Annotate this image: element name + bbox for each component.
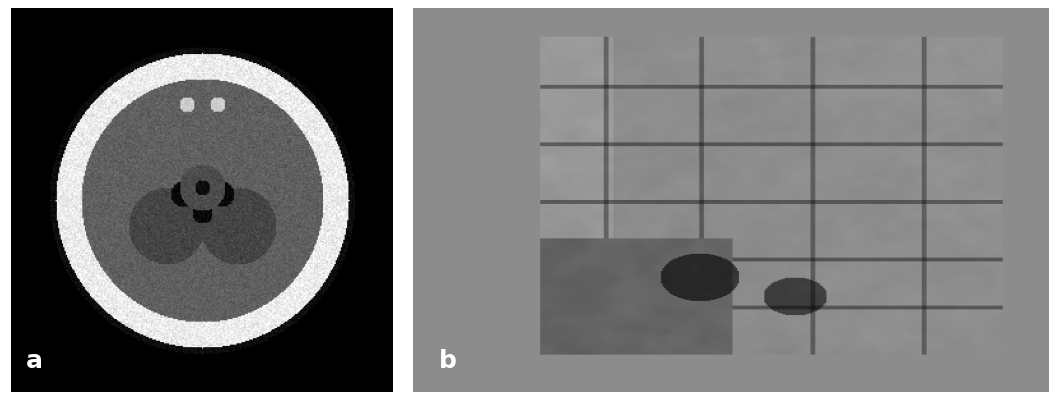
Text: a: a: [25, 349, 42, 373]
Text: b: b: [439, 349, 457, 373]
